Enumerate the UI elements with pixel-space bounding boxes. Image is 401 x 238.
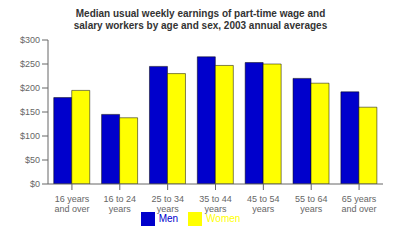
svg-text:16 yearsand over: 16 yearsand over bbox=[54, 194, 89, 214]
html-text:Women: Women bbox=[206, 212, 241, 224]
svg-text:$100: $100 bbox=[20, 131, 40, 141]
html-text:Men: Men bbox=[158, 212, 179, 224]
svg-text:$250: $250 bbox=[20, 59, 40, 69]
svg-text:35 to 44years: 35 to 44years bbox=[199, 194, 232, 214]
svg-text:$50: $50 bbox=[25, 155, 40, 165]
svg-text:16 to 24years: 16 to 24years bbox=[104, 194, 137, 214]
svg-text:$200: $200 bbox=[20, 83, 40, 93]
svg-text:25 to 34years: 25 to 34years bbox=[151, 194, 184, 214]
svg-text:$150: $150 bbox=[20, 107, 40, 117]
svg-text:55 to 64years: 55 to 64years bbox=[295, 194, 328, 214]
svg-text:45 to 54years: 45 to 54years bbox=[247, 194, 280, 214]
html-text:Median usual weekly earnings o: Median usual weekly earnings of part-tim… bbox=[73, 8, 328, 31]
svg-text:65 yearsand over: 65 yearsand over bbox=[342, 194, 377, 214]
svg-text:$300: $300 bbox=[20, 35, 40, 45]
svg-text:$0: $0 bbox=[30, 179, 40, 189]
